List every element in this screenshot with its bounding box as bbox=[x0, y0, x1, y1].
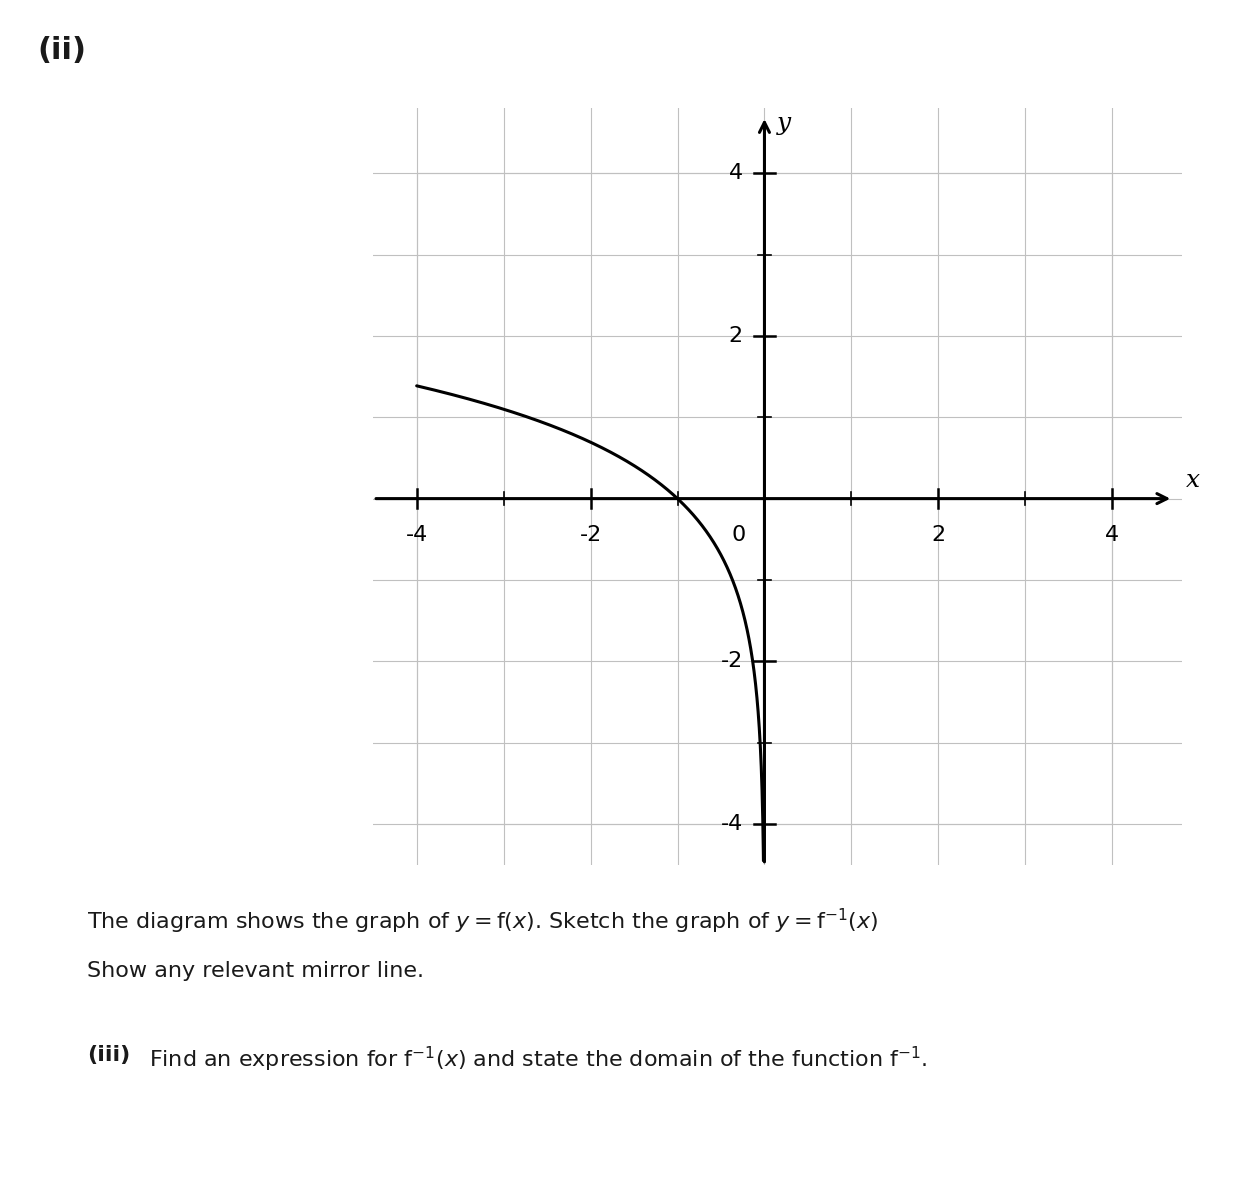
Text: -2: -2 bbox=[720, 651, 743, 671]
Text: The diagram shows the graph of $y = \mathrm{f}(x)$. Sketch the graph of $y = \ma: The diagram shows the graph of $y = \mat… bbox=[87, 907, 878, 936]
Text: 0: 0 bbox=[731, 525, 745, 544]
Text: (ii): (ii) bbox=[37, 36, 86, 65]
Text: Find an expression for $\mathrm{f}^{-1}(x)$ and state the domain of the function: Find an expression for $\mathrm{f}^{-1}(… bbox=[149, 1045, 928, 1074]
Text: Show any relevant mirror line.: Show any relevant mirror line. bbox=[87, 961, 424, 981]
Text: y: y bbox=[776, 112, 791, 136]
Text: 2: 2 bbox=[729, 325, 743, 346]
Text: (iii): (iii) bbox=[87, 1045, 131, 1065]
Text: 2: 2 bbox=[932, 525, 945, 544]
Text: -4: -4 bbox=[720, 814, 743, 833]
Text: x: x bbox=[1186, 470, 1200, 492]
Text: 4: 4 bbox=[1105, 525, 1120, 544]
Text: 4: 4 bbox=[729, 163, 743, 184]
Text: -4: -4 bbox=[406, 525, 428, 544]
Text: -2: -2 bbox=[580, 525, 602, 544]
